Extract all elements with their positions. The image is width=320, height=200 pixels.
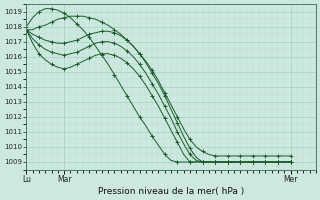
X-axis label: Pression niveau de la mer( hPa ): Pression niveau de la mer( hPa )	[98, 187, 244, 196]
